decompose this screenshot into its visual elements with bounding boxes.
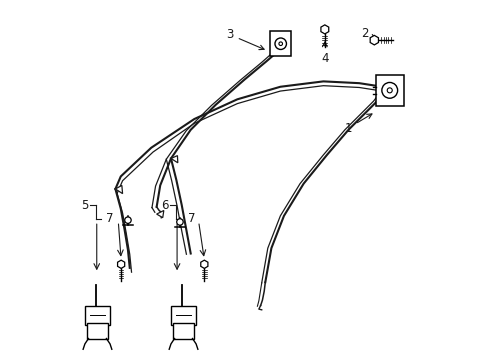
Polygon shape	[115, 185, 122, 194]
Text: 6: 6	[161, 199, 168, 212]
FancyBboxPatch shape	[173, 323, 194, 339]
Polygon shape	[117, 260, 124, 269]
Polygon shape	[156, 211, 163, 218]
FancyBboxPatch shape	[85, 306, 110, 325]
FancyBboxPatch shape	[171, 306, 196, 325]
Text: 7: 7	[187, 212, 195, 225]
Circle shape	[274, 38, 286, 49]
Polygon shape	[171, 156, 178, 163]
FancyBboxPatch shape	[87, 323, 108, 339]
Circle shape	[176, 219, 183, 225]
Polygon shape	[320, 25, 328, 34]
Text: 5: 5	[81, 199, 88, 212]
Circle shape	[278, 42, 282, 45]
Text: 7: 7	[106, 212, 114, 225]
Polygon shape	[201, 260, 207, 269]
Text: 4: 4	[321, 42, 328, 64]
Text: 1: 1	[344, 114, 371, 135]
Circle shape	[386, 88, 391, 93]
Text: 2: 2	[360, 27, 375, 40]
Text: 3: 3	[226, 28, 264, 50]
FancyBboxPatch shape	[375, 75, 403, 106]
Polygon shape	[369, 35, 378, 45]
Circle shape	[124, 217, 131, 224]
FancyBboxPatch shape	[269, 31, 291, 56]
Circle shape	[381, 82, 397, 98]
